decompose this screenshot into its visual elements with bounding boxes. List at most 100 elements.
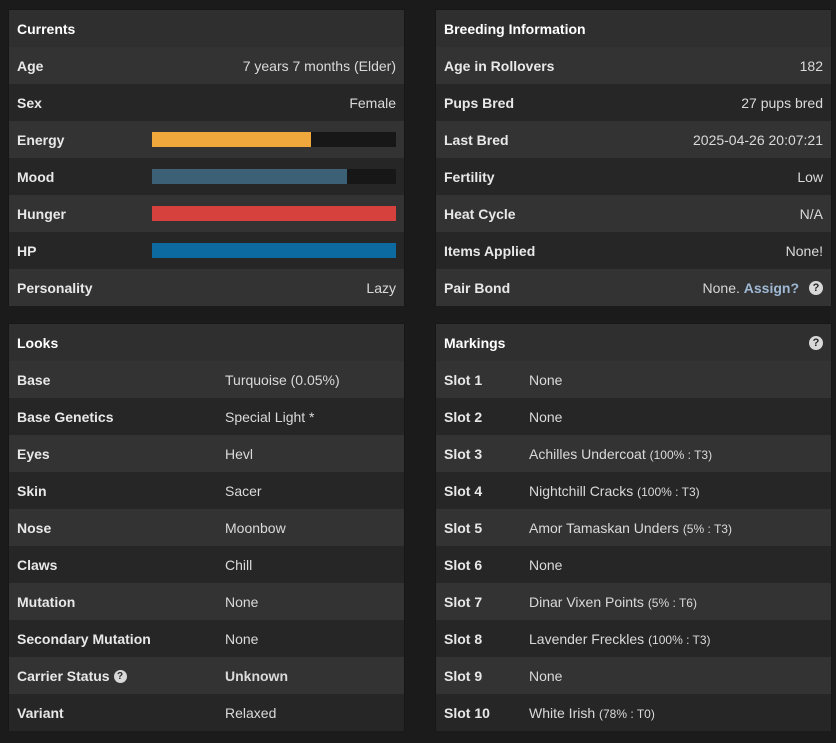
breeding-title: Breeding Information [444, 20, 586, 37]
skin-value: Sacer [225, 482, 262, 499]
marking-slot-row: Slot 3 Achilles Undercoat (100% : T3) [436, 435, 831, 472]
marking-slot-label: Slot 5 [444, 519, 483, 536]
age-value: 7 years 7 months (Elder) [242, 57, 396, 74]
marking-slot-value: None [529, 372, 562, 388]
personality-label: Personality [17, 279, 93, 296]
marking-slot-label: Slot 10 [444, 704, 490, 721]
looks-title: Looks [17, 334, 59, 351]
marking-slot-row: Slot 4 Nightchill Cracks (100% : T3) [436, 472, 831, 509]
marking-name: Dinar Vixen Points [529, 593, 644, 610]
marking-slot-label: Slot 8 [444, 630, 483, 647]
claws-value: Chill [225, 556, 253, 573]
currents-row-sex: Sex Female [9, 84, 404, 121]
base-value: Turquoise (0.05%) [225, 371, 340, 388]
items-applied-label: Items Applied [444, 242, 536, 259]
mood-label: Mood [17, 168, 55, 185]
secondary-mutation-value: None [225, 630, 259, 647]
energy-bar [152, 132, 396, 147]
energy-label: Energy [17, 131, 65, 148]
mutation-label: Mutation [17, 593, 76, 610]
hp-bar [152, 243, 396, 258]
marking-name: Amor Tamaskan Unders [529, 519, 679, 536]
carrier-status-label-group: Carrier Status? [17, 668, 225, 684]
hunger-label: Hunger [17, 205, 66, 222]
marking-slot-row: Slot 9 None [436, 657, 831, 694]
base-label: Base [17, 371, 51, 388]
looks-row-carrier-status: Carrier Status? Unknown [9, 657, 404, 694]
marking-slot-row: Slot 1 None [436, 361, 831, 398]
pair-bond-value-group: None. Assign? ? [703, 280, 823, 296]
question-circle-icon[interactable]: ? [113, 670, 127, 684]
marking-name: Lavender Freckles [529, 630, 645, 647]
marking-slot-row: Slot 8 Lavender Freckles (100% : T3) [436, 620, 831, 657]
looks-row-mutation: Mutation None [9, 583, 404, 620]
currents-header: Currents [9, 10, 404, 47]
variant-value: Relaxed [225, 704, 277, 721]
breeding-row-pups-bred: Pups Bred 27 pups bred [436, 84, 831, 121]
heat-cycle-label: Heat Cycle [444, 205, 516, 222]
breeding-row-fertility: Fertility Low [436, 158, 831, 195]
looks-row-secondary-mutation: Secondary Mutation None [9, 620, 404, 657]
markings-title: Markings [444, 334, 506, 351]
personality-value: Lazy [366, 279, 396, 296]
marking-name: Nightchill Cracks [529, 482, 634, 499]
marking-slot-label: Slot 6 [444, 556, 483, 573]
markings-panel: Markings ? Slot 1 None Slot 2 None Slot 3 Ach… [435, 323, 832, 731]
currents-row-energy: Energy [9, 121, 404, 158]
question-circle-icon[interactable]: ? [809, 280, 823, 295]
fertility-label: Fertility [444, 168, 495, 185]
eyes-label: Eyes [17, 445, 50, 462]
question-circle-icon[interactable]: ? [809, 335, 823, 350]
items-applied-value: None! [785, 242, 823, 259]
nose-label: Nose [17, 519, 52, 536]
currents-row-mood: Mood [9, 158, 404, 195]
looks-row-eyes: Eyes Hevl [9, 435, 404, 472]
marking-slot-label: Slot 4 [444, 482, 483, 499]
looks-row-variant: Variant Relaxed [9, 694, 404, 731]
hunger-bar [152, 206, 396, 221]
marking-slot-value: Achilles Undercoat (100% : T3) [529, 446, 712, 462]
breeding-row-pair-bond: Pair Bond None. Assign? ? [436, 269, 831, 306]
looks-row-claws: Claws Chill [9, 546, 404, 583]
marking-detail: (100% : T3) [648, 632, 711, 647]
pups-bred-label: Pups Bred [444, 94, 515, 111]
marking-detail: (5% : T6) [647, 595, 697, 610]
marking-detail: (100% : T3) [649, 447, 713, 462]
marking-slot-label: Slot 1 [444, 371, 483, 388]
mood-bar-fill [152, 169, 348, 184]
marking-slot-label: Slot 9 [444, 667, 483, 684]
currents-title: Currents [17, 20, 76, 37]
marking-name: None [529, 371, 563, 388]
pair-bond-label: Pair Bond [444, 279, 511, 296]
hunger-bar-fill [152, 206, 396, 221]
breeding-row-age-rollovers: Age in Rollovers 182 [436, 47, 831, 84]
base-genetics-value: Special Light * [225, 408, 315, 425]
currents-row-hp: HP [9, 232, 404, 269]
marking-slot-value: Dinar Vixen Points (5% : T6) [529, 594, 697, 610]
marking-name: White Irish [529, 704, 596, 721]
marking-name: None [529, 667, 563, 684]
marking-slot-value: Lavender Freckles (100% : T3) [529, 631, 711, 647]
heat-cycle-value: N/A [799, 205, 823, 222]
currents-row-hunger: Hunger [9, 195, 404, 232]
eyes-value: Hevl [225, 445, 254, 462]
marking-slot-label: Slot 3 [444, 445, 483, 462]
nose-value: Moonbow [225, 519, 286, 536]
breeding-panel: Breeding Information Age in Rollovers 18… [435, 9, 832, 306]
breeding-row-items-applied: Items Applied None! [436, 232, 831, 269]
marking-slot-row: Slot 10 White Irish (78% : T0) [436, 694, 831, 731]
marking-slot-value: Amor Tamaskan Unders (5% : T3) [529, 520, 732, 536]
marking-slot-value: None [529, 409, 562, 425]
assign-pair-bond-link[interactable]: Assign? [743, 279, 799, 296]
sex-label: Sex [17, 94, 42, 111]
marking-slot-row: Slot 2 None [436, 398, 831, 435]
marking-slot-value: White Irish (78% : T0) [529, 705, 655, 721]
carrier-status-value[interactable]: Unknown [225, 667, 288, 684]
last-bred-value: 2025-04-26 20:07:21 [693, 131, 823, 148]
looks-row-skin: Skin Sacer [9, 472, 404, 509]
marking-slot-row: Slot 5 Amor Tamaskan Unders (5% : T3) [436, 509, 831, 546]
marking-slot-row: Slot 7 Dinar Vixen Points (5% : T6) [436, 583, 831, 620]
marking-detail: (78% : T0) [599, 706, 655, 721]
marking-slot-value: None [529, 668, 562, 684]
marking-slot-value: None [529, 557, 562, 573]
